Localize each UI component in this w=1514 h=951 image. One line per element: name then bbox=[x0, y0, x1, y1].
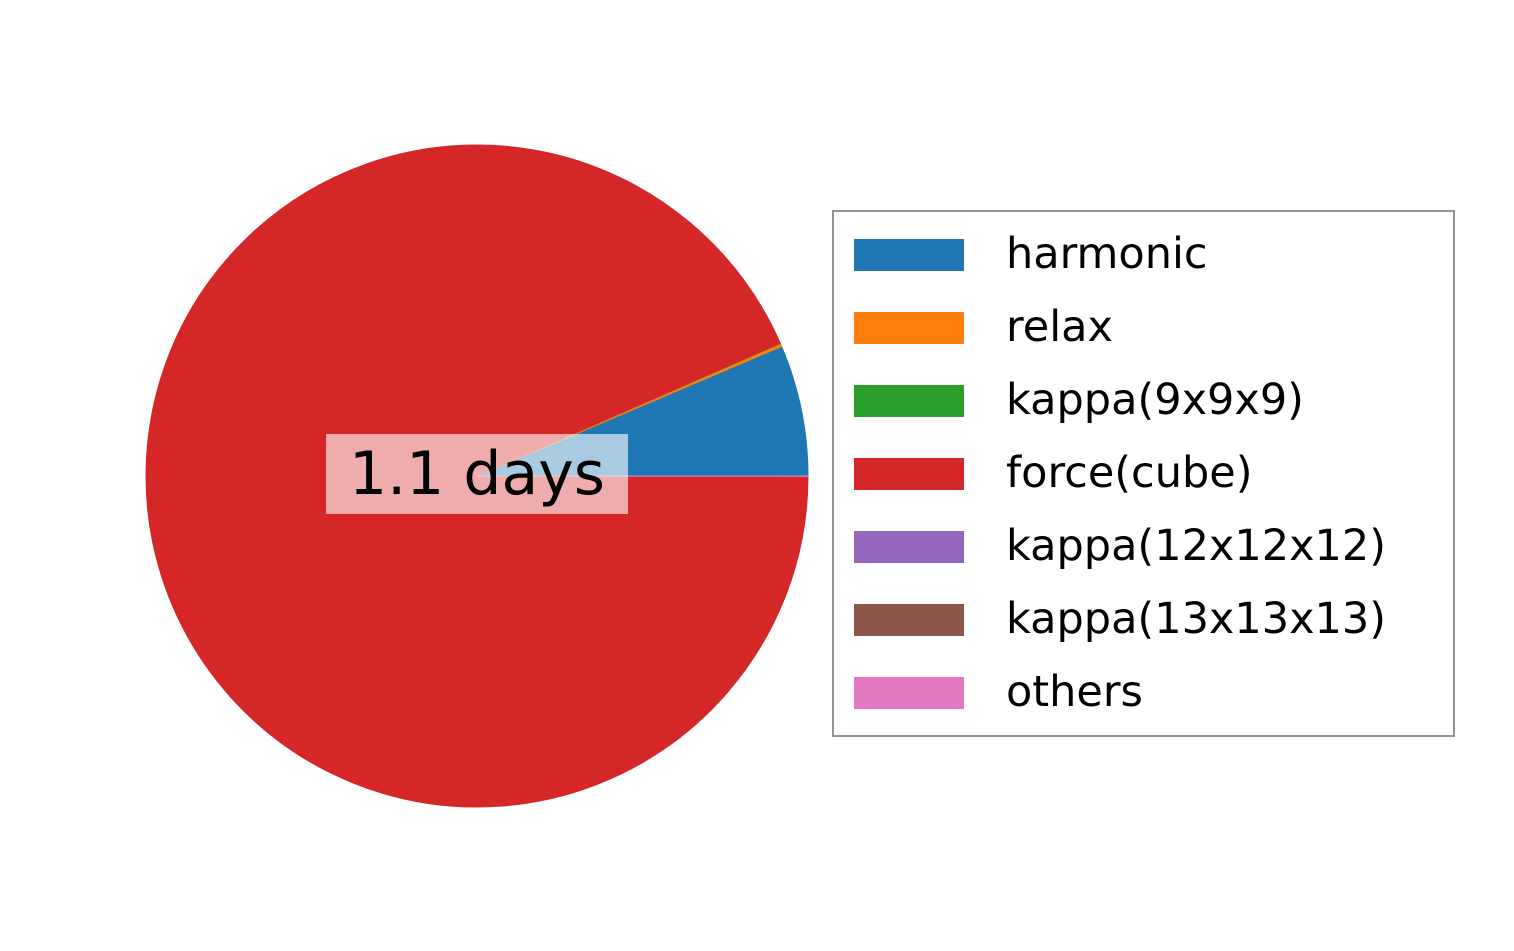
legend-swatch-icon bbox=[854, 603, 964, 636]
legend-item-label: harmonic bbox=[1006, 229, 1208, 279]
legend-item[interactable]: kappa(12x12x12) bbox=[854, 510, 1453, 583]
legend-swatch-icon bbox=[854, 238, 964, 271]
legend-swatch-icon bbox=[854, 311, 964, 344]
legend-item[interactable]: others bbox=[854, 656, 1453, 729]
pie-wedge-group bbox=[145, 144, 809, 808]
legend-swatch-icon bbox=[854, 530, 964, 563]
legend-swatch-icon bbox=[854, 457, 964, 490]
legend-item[interactable]: relax bbox=[854, 291, 1453, 364]
legend-item[interactable]: force(cube) bbox=[854, 437, 1453, 510]
legend-item-label: kappa(9x9x9) bbox=[1006, 375, 1304, 425]
legend-item-list: harmonic relax kappa(9x9x9) force(cube) kapp… bbox=[854, 218, 1453, 735]
legend-item-label: kappa(12x12x12) bbox=[1006, 521, 1387, 571]
pie-svg bbox=[145, 144, 809, 808]
legend-box: harmonic relax kappa(9x9x9) force(cube) kapp… bbox=[832, 210, 1455, 737]
legend-item[interactable]: kappa(9x9x9) bbox=[854, 364, 1453, 437]
legend-item-label: relax bbox=[1006, 302, 1113, 352]
legend-swatch-icon bbox=[854, 676, 964, 709]
legend-item[interactable]: kappa(13x13x13) bbox=[854, 583, 1453, 656]
pie-chart: 1.1 days bbox=[145, 144, 809, 808]
legend-swatch-icon bbox=[854, 384, 964, 417]
legend-item-label: kappa(13x13x13) bbox=[1006, 594, 1387, 644]
legend-item-label: force(cube) bbox=[1006, 448, 1253, 498]
legend-item[interactable]: harmonic bbox=[854, 218, 1453, 291]
legend-item-label: others bbox=[1006, 667, 1143, 717]
